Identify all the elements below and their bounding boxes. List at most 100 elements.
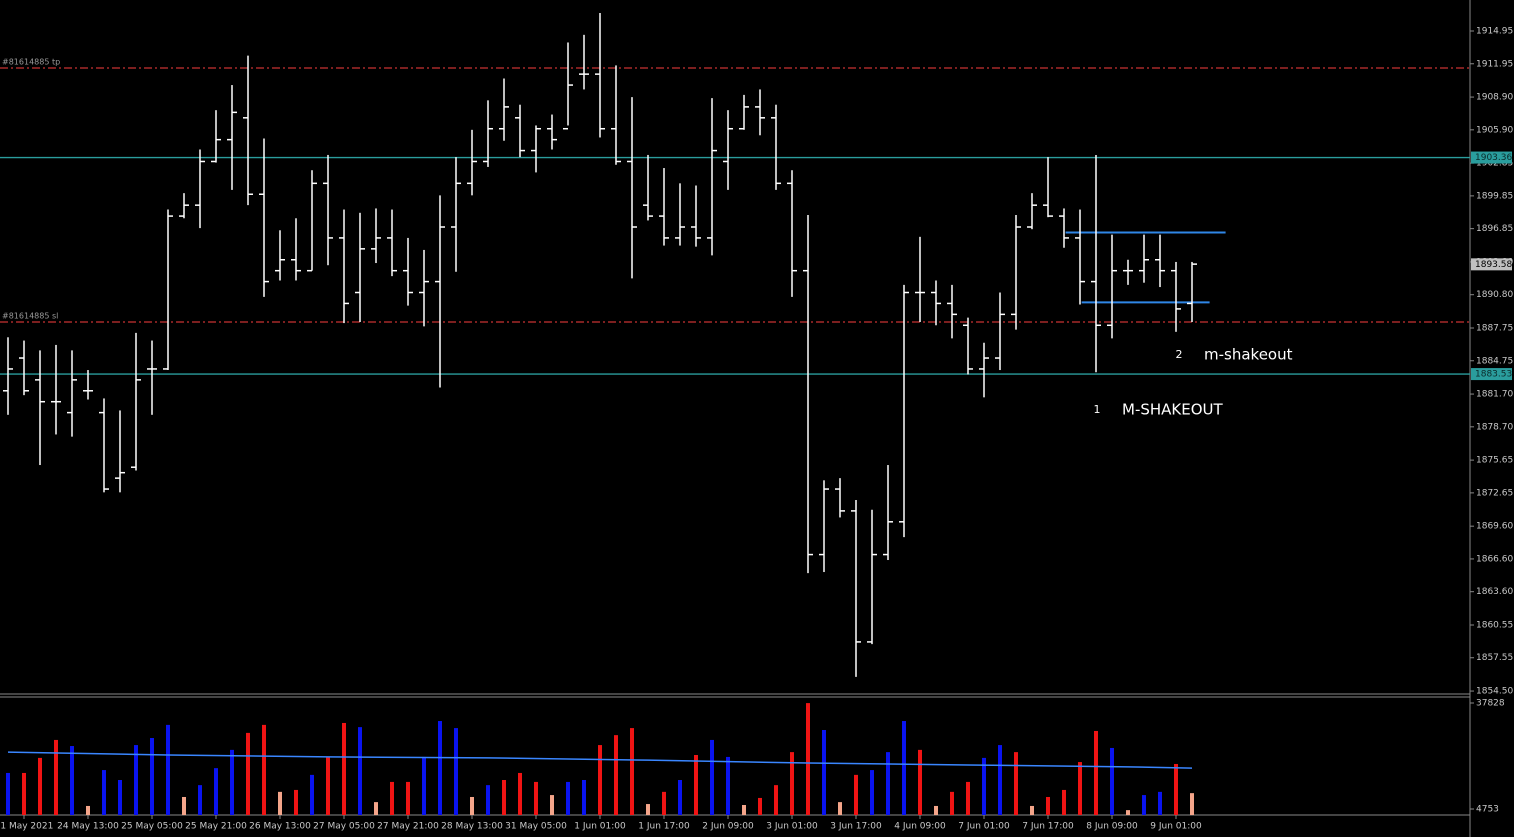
price-tag-label: 1903.36 [1475,153,1512,163]
x-tick-label: 3 Jun 01:00 [766,822,818,832]
volume-bar [598,745,602,815]
volume-bar [806,703,810,815]
volume-bar [86,805,90,815]
volume-bar [1110,747,1114,815]
volume-bar [102,770,106,815]
volume-bar [550,795,554,815]
volume-bar [342,722,346,815]
y-tick-label: 1881.70 [1476,390,1513,400]
volume-bar [230,749,234,815]
volume-bar [774,785,778,815]
volume-bar [326,756,330,815]
volume-tick-label: 4753 [1476,804,1499,814]
x-tick-label: 1 Jun 17:00 [638,822,690,832]
volume-bar [838,802,842,815]
x-tick-label: 2 Jun 09:00 [702,822,754,832]
volume-bar [998,745,1002,815]
level-label: #81614885 tp [2,58,60,67]
y-tick-label: 1914.95 [1476,27,1513,37]
volume-bar [438,721,442,815]
x-tick-label: 25 May 05:00 [121,822,183,832]
volume-bar [1158,791,1162,815]
volume-bar [166,724,170,815]
volume-bar [214,768,218,815]
volume-bar [1078,762,1082,815]
volume-bar [390,781,394,815]
price-tag-label: 1883.53 [1475,370,1512,380]
x-tick-label: 24 May 13:00 [57,822,119,832]
level-label: #81614885 sl [2,311,58,320]
volume-bar [278,791,282,815]
annotation-text: M-SHAKEOUT [1122,401,1224,419]
y-tick-label: 1854.50 [1476,687,1513,697]
volume-bar [870,770,874,815]
volume-bar [38,757,42,815]
y-tick-label: 1878.70 [1476,422,1513,432]
volume-bar [790,752,794,815]
volume-bar [374,802,378,815]
volume-bar [822,730,826,815]
last-price-label: 1893.58 [1475,260,1512,270]
volume-bar [534,781,538,815]
x-tick-label: 9 Jun 01:00 [1150,822,1202,832]
volume-bar [470,796,474,815]
volume-bar [118,780,122,815]
volume-bar [1094,730,1098,815]
volume-bar [1014,752,1018,815]
volume-bar [726,756,730,815]
y-tick-label: 1902.85 [1476,159,1513,169]
volume-bar [566,781,570,815]
x-tick-label: 28 May 13:00 [441,822,503,832]
volume-tick-label: 37828 [1476,698,1505,708]
volume-bar [710,739,714,815]
volume-bar [758,797,762,815]
price-tag [1471,368,1512,381]
y-tick-label: 1911.95 [1476,59,1513,69]
volume-bar [198,785,202,815]
volume-ma [7,751,1193,769]
volume-bar [486,785,490,815]
volume-bar [934,805,938,815]
volume-bar [582,780,586,815]
volume-bar [918,749,922,815]
volume-bar [646,804,650,815]
volume-bar [854,774,858,815]
volume-bar [422,756,426,815]
volume-bar [246,732,250,815]
y-tick-label: 1872.65 [1476,488,1513,498]
x-tick-label: 21 May 2021 [0,822,53,832]
x-tick-label: 31 May 05:00 [505,822,567,832]
volume-bar [310,774,314,815]
volume-bar [614,735,618,815]
y-tick-label: 1869.60 [1476,522,1513,532]
volume-bar [22,772,26,815]
volume-bar [902,721,906,815]
x-tick-label: 1 Jun 01:00 [574,822,626,832]
volume-bar [70,746,74,815]
y-tick-label: 1908.90 [1476,93,1513,103]
volume-bar [262,724,266,815]
y-tick-label: 1875.65 [1476,456,1513,466]
volume-bar [406,781,410,815]
volume-bar [134,745,138,815]
volume-bar [694,755,698,815]
volume-bar [454,728,458,815]
volume-bar [150,738,154,815]
volume-bar [294,789,298,815]
volume-bar [6,772,10,815]
x-tick-label: 27 May 21:00 [377,822,439,832]
volume-bar [1190,793,1194,815]
y-tick-label: 1884.75 [1476,356,1513,366]
annotation-number: 2 [1176,348,1183,361]
volume-bar [518,772,522,815]
last-price-tag [1471,258,1512,271]
x-tick-label: 8 Jun 09:00 [1086,822,1138,832]
x-tick-label: 27 May 05:00 [313,822,375,832]
volume-bar [678,780,682,815]
volume-bar [182,796,186,815]
volume-bar [1174,763,1178,815]
y-tick-label: 1899.85 [1476,191,1513,201]
volume-bar [1126,810,1130,815]
